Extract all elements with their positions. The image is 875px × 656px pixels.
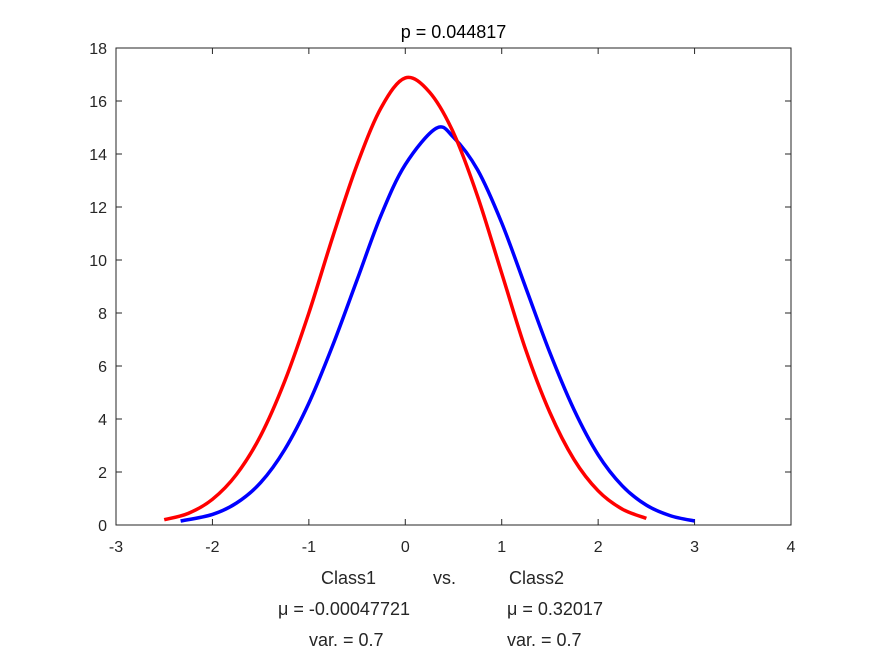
y-tick-label: 12: [89, 200, 107, 217]
class2-variance-label: var. = 0.7: [507, 630, 582, 650]
vs-label: vs.: [433, 568, 456, 588]
y-tick-label: 4: [98, 412, 107, 429]
y-tick-label: 14: [89, 147, 107, 164]
class2-mean-label: μ = 0.32017: [507, 599, 603, 619]
x-axis-label: Class1 vs. Class2 μ = -0.00047721 μ = 0.…: [278, 568, 603, 650]
y-tick-label: 2: [98, 465, 107, 482]
y-tick-label: 10: [89, 253, 107, 270]
x-tick-label: -3: [109, 539, 123, 556]
y-tick-label: 18: [89, 41, 107, 58]
class2-curve: [180, 125, 695, 523]
axes-box: [115, 47, 792, 526]
class1-mean-label: μ = -0.00047721: [278, 599, 410, 619]
chart-title: p = 0.044817: [401, 22, 507, 42]
x-tick-label: 0: [401, 539, 410, 556]
plot-lines: [163, 75, 695, 523]
y-tick-label: 8: [98, 306, 107, 323]
class1-variance-label: var. = 0.7: [309, 630, 384, 650]
x-tick-label: -2: [205, 539, 219, 556]
x-tick-label: 2: [594, 539, 603, 556]
x-tick-label: 4: [787, 539, 796, 556]
y-tick-label: 0: [98, 518, 107, 535]
y-tick-label: 16: [89, 94, 107, 111]
x-tick-label: -1: [302, 539, 316, 556]
y-tick-label: 6: [98, 359, 107, 376]
class1-curve: [163, 75, 647, 522]
x-tick-label: 1: [497, 539, 506, 556]
tick-marks: [115, 47, 792, 526]
x-tick-label: 3: [690, 539, 699, 556]
class1-name-label: Class1: [321, 568, 376, 588]
class2-name-label: Class2: [509, 568, 564, 588]
